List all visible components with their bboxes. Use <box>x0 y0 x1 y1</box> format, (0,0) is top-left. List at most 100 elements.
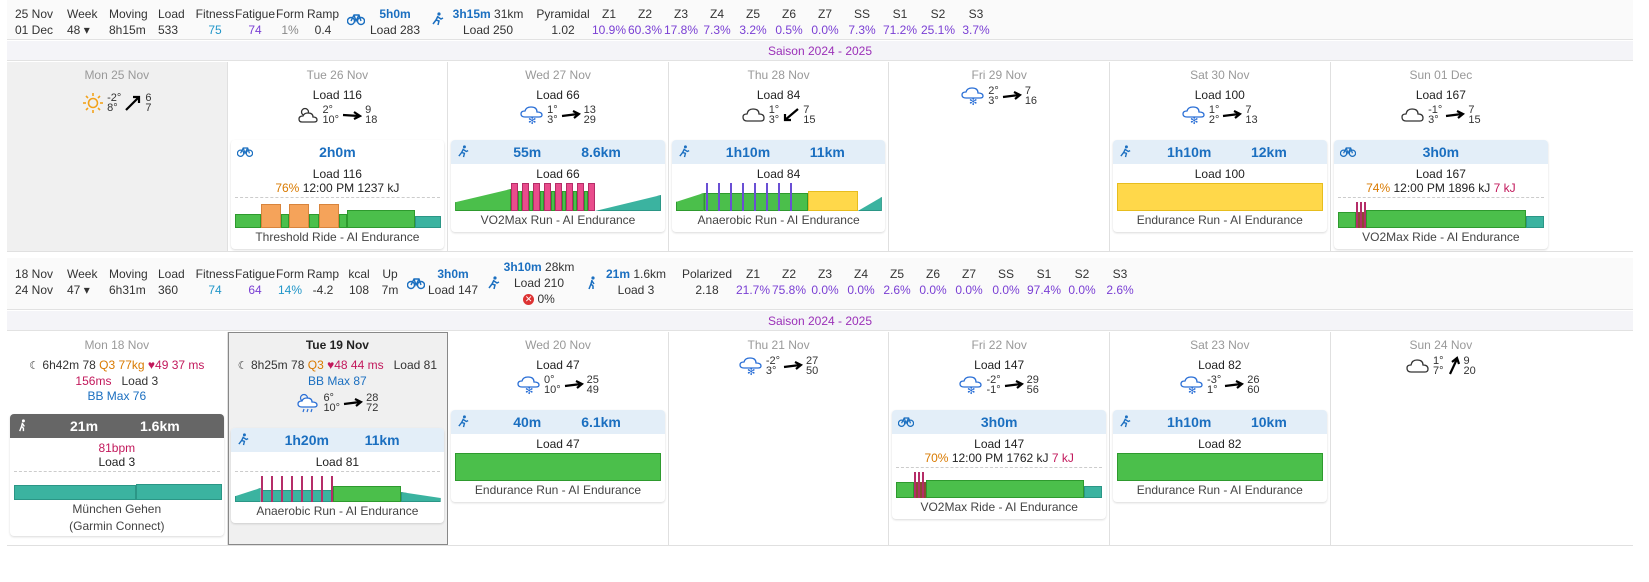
snow-cloud-icon: ✻ <box>739 356 763 376</box>
workout-card[interactable]: 3h0m Load 147 70% 12:00 PM 1762 kJ 7 kJ … <box>892 410 1106 519</box>
caret-down-icon[interactable]: ▾ <box>80 23 90 37</box>
week-date-range: 18 Nov 24 Nov <box>15 267 54 297</box>
fatigue-stat: Fatigue 74 <box>235 7 276 37</box>
zone-table: Z1 10.9% Z2 60.3% Z3 17.8% Z4 7.3% Z5 3.2% Z6 0.5% Z… <box>591 6 995 38</box>
zone-s2: S2 0.0% <box>1068 267 1096 297</box>
svg-text:✻: ✻ <box>528 116 536 125</box>
day-cell[interactable]: Mon 18 Nov ☾ 6h42m 78 Q3 77kg ♥49 37 ms … <box>7 332 228 545</box>
caret-down-icon[interactable]: ▾ <box>80 283 90 297</box>
week-summary-bar: 18 Nov 24 Nov Week 47 ▾ Moving 6h31m Load 36… <box>7 258 1633 310</box>
workout-card[interactable]: 1h20m 11km Load 81 Anaerobic Run - AI End… <box>230 428 445 523</box>
day-cell-selected[interactable]: Tue 19 Nov ☾ 8h25m 78 Q3 ♥48 44 ms Load … <box>227 332 449 545</box>
week-grid: Mon 18 Nov ☾ 6h42m 78 Q3 77kg ♥49 37 ms … <box>7 332 1633 546</box>
cloud-icon <box>1406 358 1430 374</box>
load-stat: Load 360 <box>158 267 185 297</box>
wind-arrow-icon <box>1004 380 1024 390</box>
day-title: Fri 22 Nov <box>971 338 1027 352</box>
snow-cloud-icon: ✻ <box>961 86 985 106</box>
workout-profile <box>1337 200 1545 228</box>
season-label: Saison 2024 - 2025 <box>7 41 1633 61</box>
zone-z3: Z3 0.0% <box>811 267 839 297</box>
zone-z4: Z4 0.0% <box>847 267 875 297</box>
wind-arrow-icon <box>783 361 804 371</box>
workout-card[interactable]: 1h10m 12km Load 100 Endurance Run - AI En… <box>1112 140 1327 232</box>
day-cell[interactable]: Fri 22 Nov Load 147 ✻ -2° -1° 29 56 3h0m L… <box>889 332 1110 545</box>
workout-profile <box>1116 451 1323 481</box>
wind-arrow-icon <box>1222 110 1243 120</box>
heart-icon: ♥ <box>147 358 156 372</box>
workout-card[interactable]: 1h10m 10km Load 82 Endurance Run - AI End… <box>1112 410 1327 502</box>
workout-card[interactable]: 55m 8.6km Load 66 VO2Max Run - AI Enduran… <box>451 140 665 232</box>
day-cell[interactable]: Thu 21 Nov ✻ -2° 3° 27 50 <box>669 332 890 545</box>
day-load: Load 47 <box>536 358 580 372</box>
run-icon <box>1119 145 1132 161</box>
day-cell[interactable]: Thu 28 Nov Load 84 1° 3° 7 15 1h10m 11km Lo… <box>669 62 890 251</box>
day-title: Sat 30 Nov <box>1190 68 1250 82</box>
day-title: Sat 23 Nov <box>1190 338 1250 352</box>
week-number[interactable]: Week 48 ▾ <box>67 7 98 37</box>
run-totals: 3h15m 31km Load 250 <box>452 7 524 37</box>
rain-sun-icon <box>296 392 320 414</box>
wind-arrow-icon <box>561 110 581 120</box>
day-cell[interactable]: Sat 30 Nov Load 100 ✻ 1° 2° 7 13 1h10m 12km… <box>1110 62 1331 251</box>
wind-arrow-icon <box>1224 380 1245 390</box>
cloud-icon <box>1401 107 1425 123</box>
workout-profile <box>234 474 441 502</box>
day-cell[interactable]: Sun 01 Dec Load 167 -1° 3° 7 15 3h0m Load … <box>1331 62 1552 251</box>
moving-stat: Moving 8h15m <box>109 7 148 37</box>
fitness-stat: Fitness 75 <box>195 7 235 37</box>
zone-s2: S2 25.1% <box>920 7 956 37</box>
form-stat: Form 14% <box>276 267 304 297</box>
weather: 1° 3° 7 15 <box>669 105 889 126</box>
fitness-stat: Fitness 74 <box>195 267 235 297</box>
day-cell[interactable]: Wed 27 Nov Load 66 ✻ 1° 3° 13 29 55m 8.6km … <box>448 62 669 251</box>
day-title: Fri 29 Nov <box>971 68 1027 82</box>
day-cell[interactable]: Sun 24 Nov 1° 7° 9 20 <box>1331 332 1552 545</box>
intensity-distribution: Pyramidal 1.02 <box>536 7 590 37</box>
weather: ✻ 1° 3° 13 29 <box>448 105 668 126</box>
weather: 2° 10° 9 18 <box>228 105 448 126</box>
bike-icon <box>406 276 426 294</box>
zone-z7: Z7 0.0% <box>955 267 983 297</box>
form-stat: Form 1% <box>276 7 304 37</box>
walk-icon <box>585 276 599 294</box>
weather: 1° 7° 9 20 <box>1331 356 1552 377</box>
moon-icon: ☾ <box>29 360 40 372</box>
run-icon <box>457 145 470 161</box>
day-title: Wed 27 Nov <box>525 68 591 82</box>
weather: ✻ 2° 3° 7 16 <box>889 86 1109 107</box>
weather: ✻ -2° -1° 29 56 <box>889 375 1109 396</box>
run-icon <box>678 145 691 161</box>
workout-card[interactable]: 3h0m Load 167 74% 12:00 PM 1896 kJ 7 kJ … <box>1333 140 1549 249</box>
day-cell[interactable]: Sat 23 Nov Load 82 ✻ -3° 1° 26 60 1h10m 10k… <box>1110 332 1331 545</box>
run-icon <box>431 12 445 30</box>
workout-card[interactable]: 1h10m 11km Load 84 Anaerobic Run - AI End… <box>671 140 886 232</box>
workout-card[interactable]: 21m 1.6km 81bpm Load 3 München Gehen (Gar… <box>10 414 224 536</box>
svg-text:✻: ✻ <box>525 386 533 395</box>
walk-totals: 21m 1.6km Load 3 <box>605 267 667 297</box>
day-load: Load 116 <box>312 88 362 102</box>
day-cell[interactable]: Wed 20 Nov Load 47 ✻ 0° 10° 25 49 40m 6.1km… <box>448 332 669 545</box>
zone-z2: Z2 75.8% <box>771 267 807 297</box>
wind-arrow-icon <box>1447 356 1461 376</box>
zone-s1: S1 71.2% <box>882 7 918 37</box>
zone-z6: Z6 0.0% <box>919 267 947 297</box>
workout-profile <box>896 470 1103 498</box>
snow-cloud-icon: ✻ <box>520 105 544 125</box>
workout-card[interactable]: 2h0m Load 116 76% 12:00 PM 1237 kJ Thres… <box>230 140 445 249</box>
workout-card[interactable]: 40m 6.1km Load 47 Endurance Run - AI Endu… <box>451 410 665 502</box>
weather: ✻ -3° 1° 26 60 <box>1110 375 1330 396</box>
day-cell[interactable]: Fri 29 Nov ✻ 2° 3° 7 16 <box>889 62 1110 251</box>
ramp-stat: Ramp -4.2 <box>306 267 339 297</box>
zone-z5: Z5 3.2% <box>739 7 767 37</box>
day-load: Load 66 <box>536 88 580 102</box>
run-totals: 3h10m 28km Load 210 ✕ 0% <box>503 260 575 306</box>
svg-text:✻: ✻ <box>1190 116 1198 125</box>
day-cell[interactable]: Tue 26 Nov Load 116 2° 10° 9 18 2h0m Load … <box>228 62 449 251</box>
ride-totals: 5h0m Load 283 <box>369 7 421 37</box>
week-number[interactable]: Week 47 ▾ <box>67 267 98 297</box>
svg-text:✻: ✻ <box>967 386 975 395</box>
wellness-summary: ☾ 6h42m 78 Q3 77kg ♥49 37 ms 156ms Load … <box>29 358 205 403</box>
